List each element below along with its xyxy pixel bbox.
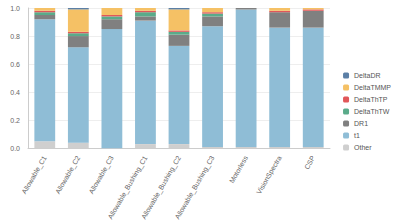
- svg-text:DeltaTMMP: DeltaTMMP: [354, 84, 391, 91]
- svg-text:DeltaDR: DeltaDR: [354, 72, 380, 79]
- svg-text:0.6: 0.6: [10, 61, 20, 68]
- svg-text:0.2: 0.2: [10, 117, 20, 124]
- svg-text:Other: Other: [354, 144, 372, 151]
- svg-text:Allowable_Bushing_C1: Allowable_Bushing_C1: [106, 154, 149, 221]
- svg-text:0.8: 0.8: [10, 33, 20, 40]
- svg-text:t1: t1: [354, 132, 360, 139]
- svg-text:Allowable_C2: Allowable_C2: [54, 154, 82, 195]
- svg-text:Allowable_Bushing_C3: Allowable_Bushing_C3: [174, 154, 217, 220]
- svg-text:Allowable_C3: Allowable_C3: [87, 154, 115, 195]
- svg-text:0.0: 0.0: [10, 145, 20, 152]
- svg-text:0.4: 0.4: [10, 89, 20, 96]
- svg-text:VisionSpectra: VisionSpectra: [255, 154, 283, 195]
- svg-text:Motorless: Motorless: [228, 154, 249, 184]
- svg-text:1.0: 1.0: [10, 5, 20, 12]
- svg-text:CSP: CSP: [303, 154, 316, 170]
- svg-text:Allowable_Bushing_C2: Allowable_Bushing_C2: [140, 154, 182, 221]
- svg-text:Allowable_C1: Allowable_C1: [20, 154, 48, 195]
- svg-text:DR1: DR1: [354, 120, 368, 127]
- svg-text:DeltaThTW: DeltaThTW: [354, 108, 390, 115]
- svg-text:DeltaThTP: DeltaThTP: [354, 96, 388, 103]
